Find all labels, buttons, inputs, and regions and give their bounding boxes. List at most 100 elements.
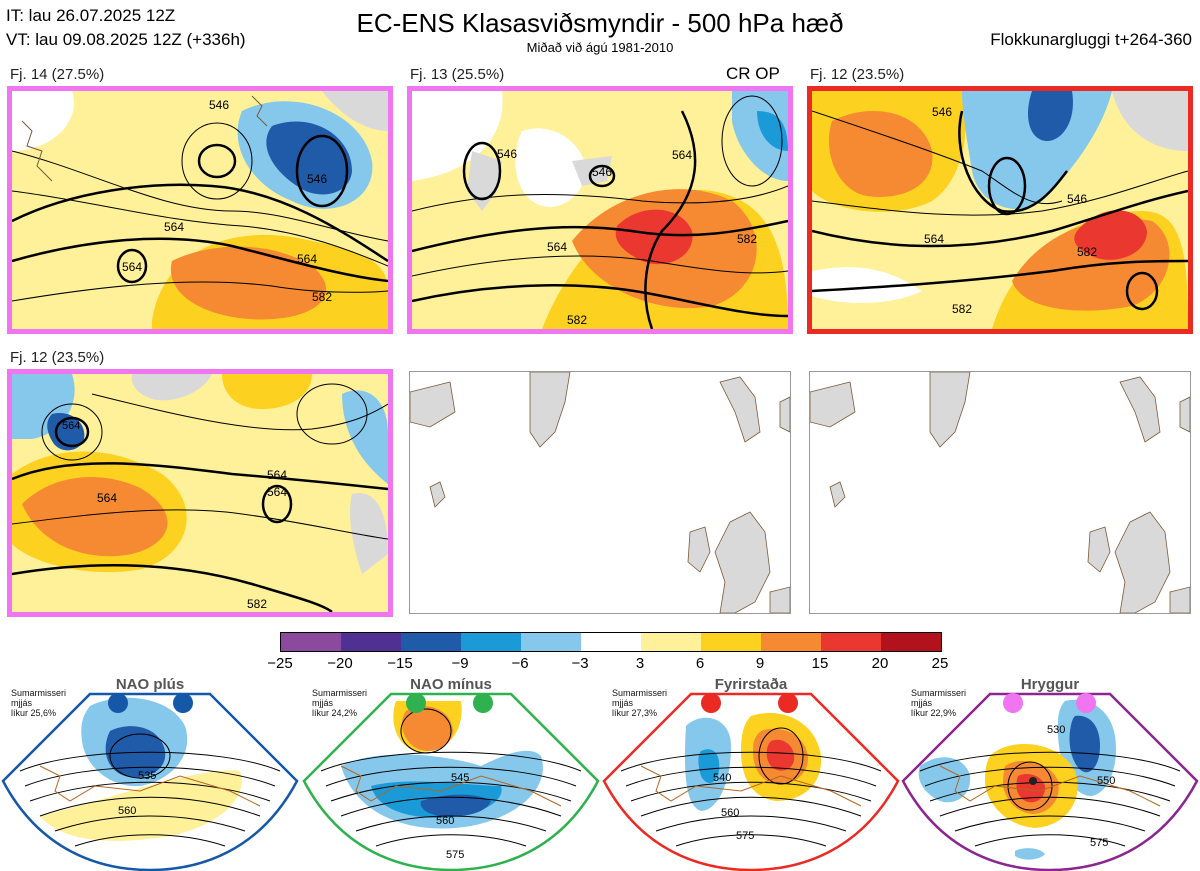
regime-contour-label: 540: [713, 772, 731, 784]
colorbar-swatch: [281, 633, 341, 651]
regime-color-dot: [778, 693, 798, 713]
regime-contour-label: 575: [736, 830, 754, 842]
contour-label: 546: [932, 105, 952, 119]
panel-4-label: Fj. 12 (23.5%): [10, 349, 105, 366]
contour-label: 564: [267, 485, 287, 499]
colorbar-swatch: [701, 633, 761, 651]
contour-label: 546: [497, 147, 517, 161]
colorbar-tick: 25: [931, 655, 949, 672]
regime-color-dot: [1076, 693, 1096, 713]
contour-label: 564: [547, 240, 567, 254]
regime-note-line: mjjás: [312, 698, 334, 708]
colorbar-tick: −3: [571, 655, 589, 672]
contour-label: 564: [122, 260, 142, 274]
regime-note-line: líkur 24,2%: [312, 708, 358, 718]
contour-label: 564: [297, 252, 317, 266]
page-title: EC-ENS Klasasviðsmyndir - 500 hPa hæð: [356, 8, 844, 38]
map-panel-2[interactable]: 546 546 564 564 582 582: [407, 86, 793, 334]
regime-color-dot: [108, 693, 128, 713]
regime-blocking[interactable]: 540 560 575 Fyrirstaða Sumarmisseri mjjá…: [601, 676, 901, 871]
contour-label: 546: [307, 172, 327, 186]
regime-note-line: líkur 27,3%: [612, 708, 658, 718]
regime-note-line: mjjás: [11, 698, 33, 708]
colorbar-tick: −20: [327, 655, 353, 672]
colorbar-swatch: [881, 633, 941, 651]
regime-note: Sumarmisseri mjjás líkur 24,2%: [312, 688, 367, 718]
regime-note-line: mjjás: [911, 698, 933, 708]
colorbar-tick: 15: [811, 655, 829, 672]
colorbar-swatch: [581, 633, 641, 651]
colorbar-tick: −6: [511, 655, 529, 672]
regime-contour-label: 535: [138, 770, 156, 782]
contour-label: 564: [164, 220, 184, 234]
issue-time: IT: lau 26.07.2025 12Z: [6, 6, 176, 25]
contour-label: 564: [97, 491, 117, 505]
regime-color-dot: [473, 693, 493, 713]
colorbar-swatch: [401, 633, 461, 651]
regime-title: Hryggur: [1020, 676, 1080, 693]
colorbar-tick: 6: [695, 655, 705, 672]
regime-contour-label: 560: [436, 815, 454, 827]
colorbar-swatch: [641, 633, 701, 651]
regime-color-dot: [173, 693, 193, 713]
colorbar-swatch: [461, 633, 521, 651]
classification-window: Flokkunargluggi t+264-360: [990, 30, 1192, 49]
colorbar: [280, 632, 942, 652]
contour-label: 582: [737, 232, 757, 246]
colorbar-tick: −25: [267, 655, 293, 672]
regime-contour-label: 545: [451, 772, 469, 784]
colorbar-tick: 20: [871, 655, 889, 672]
map-panel-1[interactable]: 546 564 564 582 564 546: [7, 86, 393, 334]
regime-note-line: líkur 22,9%: [911, 708, 957, 718]
map-panel-3[interactable]: 546 564 582 582 546: [807, 86, 1193, 334]
regime-note-line: Sumarmisseri: [911, 688, 967, 698]
regime-contour-label: 560: [721, 807, 739, 819]
contour-label: 564: [672, 148, 692, 162]
regime-note: Sumarmisseri mjjás líkur 25,6%: [11, 688, 66, 718]
regime-contour-label: 575: [1090, 837, 1108, 849]
colorbar-tick: 3: [635, 655, 645, 672]
regime-note-line: mjjás: [612, 698, 634, 708]
page-subtitle: Miðað við ágú 1981-2010: [526, 40, 674, 55]
colorbar-swatch: [521, 633, 581, 651]
regime-nao-plus[interactable]: 535 560 NAO plús Sumarmisseri mjjás líku…: [0, 676, 300, 871]
colorbar-tick: 9: [755, 655, 765, 672]
regime-note: Sumarmisseri mjjás líkur 22,9%: [911, 688, 966, 718]
panel-2-tag: CR OP: [726, 64, 780, 83]
regime-contour-label: 550: [1097, 775, 1115, 787]
regime-color-dot: [701, 693, 721, 713]
panel-1-label: Fj. 14 (27.5%): [10, 66, 105, 83]
regime-title: NAO mínus: [410, 676, 492, 693]
colorbar-swatch: [821, 633, 881, 651]
colorbar-tick: −9: [451, 655, 469, 672]
contour-label: 582: [1077, 245, 1097, 259]
colorbar-tick: −15: [387, 655, 413, 672]
empty-map-panel-5: [409, 371, 791, 614]
panel-3-label: Fj. 12 (23.5%): [810, 66, 905, 83]
contour-label: 582: [247, 597, 267, 611]
regime-contour-label: 575: [446, 849, 464, 861]
colorbar-swatch: [341, 633, 401, 651]
regime-nao-minus[interactable]: 545 560 575 NAO mínus Sumarmisseri mjjás…: [301, 676, 601, 871]
regime-ridge[interactable]: 530 550 575 Hryggur Sumarmisseri mjjás l…: [900, 676, 1200, 871]
contour-label: 582: [567, 313, 587, 327]
regime-color-dot: [1003, 693, 1023, 713]
colorbar-swatch: [761, 633, 821, 651]
regime-title: NAO plús: [115, 676, 185, 693]
contour-label: 564: [924, 232, 944, 246]
contour-label: 564: [267, 468, 287, 482]
regime-note-line: Sumarmisseri: [11, 688, 67, 698]
regime-color-dot: [406, 693, 426, 713]
regime-contour-label: 530: [1047, 724, 1065, 736]
regime-note-line: líkur 25,6%: [11, 708, 57, 718]
map-panel-4[interactable]: 564 564 564 564 582: [7, 369, 393, 617]
regime-note-line: Sumarmisseri: [312, 688, 368, 698]
contour-label: 582: [312, 290, 332, 304]
header-info: IT: lau 26.07.2025 12Z VT: lau 09.08.202…: [6, 4, 246, 52]
contour-label: 546: [1067, 192, 1087, 206]
contour-label: 582: [952, 302, 972, 316]
regime-title: Fyrirstaða: [714, 676, 788, 693]
regime-note-line: Sumarmisseri: [612, 688, 668, 698]
contour-label: 546: [209, 98, 229, 112]
regime-contour-label: 560: [118, 805, 136, 817]
